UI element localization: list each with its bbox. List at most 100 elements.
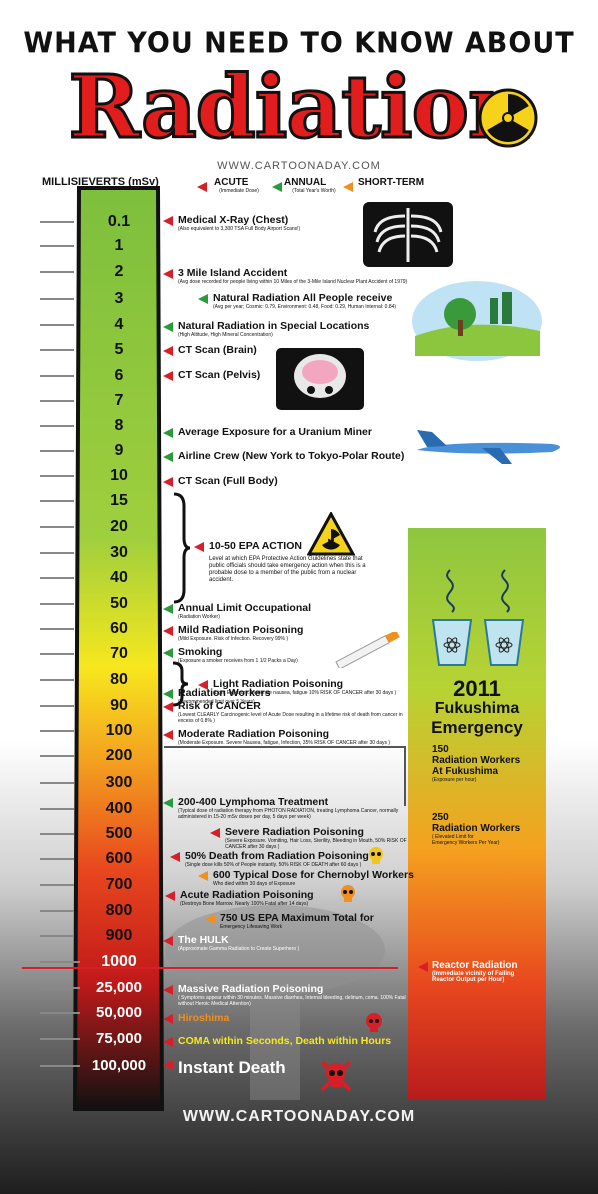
event-note: (Exposure a smoker receives from 1 1/2 P… [178, 658, 298, 664]
event-item: Mild Radiation Poisoning (Mild Exposure. … [178, 624, 303, 642]
event-title: 750 US EPA Maximum Total for [220, 912, 374, 924]
event-note: (Severe Exposure. Vomiting, Hair Loss, S… [225, 838, 407, 850]
event-note: Level at which EPA Protective Action Gui… [209, 556, 366, 583]
scale-tick [40, 221, 74, 223]
annual-arrow-icon [163, 428, 173, 438]
scale-label: 20 [110, 518, 128, 535]
scale-label: 70 [110, 645, 128, 662]
radiation-warning-icon [307, 512, 355, 556]
mushroom-cloud-icon [165, 905, 385, 1100]
scale-label: 80 [110, 671, 128, 688]
event-title: Severe Radiation Poisoning [225, 826, 364, 838]
event-item: COMA within Seconds, Death within Hours [178, 1035, 391, 1047]
event-title: CT Scan (Full Body) [178, 475, 278, 487]
event-title: Smoking [178, 646, 223, 658]
scale-tick [40, 271, 74, 273]
fukushima-year: 2011 [453, 676, 501, 701]
event-item: CT Scan (Brain) [178, 344, 257, 356]
scale-tick [40, 577, 74, 579]
event-title: Acute Radiation Poisoning [180, 889, 314, 901]
scale-tick [40, 935, 74, 937]
site-url-top[interactable]: WWW.CARTOONADAY.COM [217, 160, 381, 172]
event-title: Airline Crew (New York to Tokyo-Polar Ro… [178, 450, 405, 462]
event-item: 10-50 EPA ACTION Level at which EPA Prote… [209, 540, 374, 584]
event-title: Natural Radiation in Special Locations [178, 320, 370, 332]
scale-label: 0.1 [107, 213, 131, 230]
event-note: ( Symptoms appear within 30 minutes. Mas… [178, 995, 406, 1007]
event-title: 200-400 Lymphoma Treatment [178, 796, 329, 808]
event-title: 600 Typical Dose for Chernobyl Workers [213, 869, 414, 881]
acute-arrow-icon [163, 1037, 173, 1047]
event-title: Instant Death [178, 1058, 286, 1077]
acute-arrow-icon [163, 1014, 173, 1024]
scale-label: 200 [105, 747, 133, 764]
acute-arrow-icon [163, 1060, 173, 1070]
scale-tick [40, 245, 74, 247]
event-item: Natural Radiation All People receive (Avg… [213, 292, 396, 310]
acute-arrow-icon [163, 985, 173, 995]
event-item: Acute Radiation Poisoning (Destroys Bone … [180, 889, 314, 907]
scale-label: 300 [105, 774, 133, 791]
scale-tick [40, 910, 74, 912]
skull-red-icon [366, 1013, 382, 1032]
event-title: 10-50 EPA ACTION [209, 540, 302, 552]
connector-250 [404, 746, 406, 806]
event-title: Light Radiation Poisoning [213, 678, 344, 690]
legend-annual: ANNUAL (Total Year's Worth) [284, 177, 336, 194]
brace-10-50 [173, 492, 191, 604]
scale-tick [40, 500, 74, 502]
skull-small-icon [369, 847, 383, 864]
acute-arrow-icon [163, 216, 173, 226]
event-title: Hiroshima [178, 1012, 230, 1024]
annual-arrow-icon [163, 604, 173, 614]
annual-arrow-icon [163, 452, 173, 462]
event-title: CT Scan (Pelvis) [178, 369, 261, 381]
annual-arrow-icon [163, 648, 173, 658]
event-item: Natural Radiation in Special Locations (H… [178, 320, 369, 338]
acute-arrow-icon [163, 477, 173, 487]
scale-label: 900 [105, 927, 133, 944]
scale-tick [40, 705, 74, 707]
scale-tick [40, 298, 74, 300]
acute-arrow-icon [163, 371, 173, 381]
acute-arrow-icon [163, 626, 173, 636]
scale-tick [40, 1065, 80, 1067]
event-note: (Avg per year; Cosmic: 0.79, Environment… [213, 304, 397, 310]
reactor-arrow-icon [418, 962, 428, 972]
scale-label: 500 [105, 825, 133, 842]
annual-arrow-icon [163, 689, 173, 699]
event-note: (Also equivalent to 3,300 TSA Full Body … [178, 226, 301, 232]
scale-label: 3 [114, 290, 124, 307]
scale-label: 100,000 [91, 1057, 147, 1074]
fukushima-emergency: Emergency [431, 718, 523, 737]
scale-tick [40, 961, 80, 963]
event-title: Annual Limit Occupational [178, 602, 312, 614]
scale-label: 90 [110, 697, 128, 714]
event-note: (Moderate Exposure. Severe Nausea, fatig… [178, 740, 391, 746]
short-arrow-icon [205, 914, 215, 924]
connector-150 [164, 746, 404, 748]
annual-arrow-icon [163, 322, 173, 332]
event-title: The HULK [178, 934, 229, 946]
chest-xray-icon [363, 202, 453, 267]
event-item: Risk of CANCER (Lowest CLEARLY Carcinogen… [178, 700, 413, 724]
cigarette-icon [335, 632, 400, 668]
title-radiation: Radiation [67, 56, 532, 159]
site-url-bottom[interactable]: WWW.CARTOONADAY.COM [182, 1108, 416, 1125]
scale-tick [40, 653, 74, 655]
event-item: The HULK (Approximate Gamma Radiation to … [178, 934, 299, 952]
scale-label: 50,000 [96, 1004, 142, 1021]
event-item: Instant Death [178, 1058, 286, 1078]
short-term-arrow-icon [343, 182, 353, 192]
fukushima-name: Fukushima [434, 700, 520, 717]
scale-label: 700 [105, 876, 133, 893]
landscape-icon [412, 281, 542, 361]
event-note: (Light Exposure. Moderate nausea, fatigu… [213, 690, 397, 696]
event-item: Airline Crew (New York to Tokyo-Polar Ro… [178, 450, 404, 462]
radiation-symbol-icon [478, 88, 538, 148]
scale-tick [40, 526, 74, 528]
brace-80-90 [172, 661, 189, 707]
event-item: Average Exposure for a Uranium Miner [178, 426, 372, 438]
acute-arrow-icon [163, 702, 173, 712]
scale-tick [40, 730, 74, 732]
